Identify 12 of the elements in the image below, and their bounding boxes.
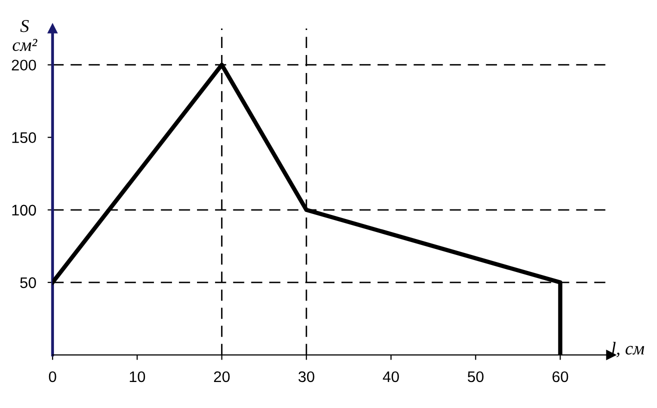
- x-tick-label: 40: [382, 371, 399, 382]
- y-tick-label: 100: [12, 204, 36, 216]
- y-axis-title: S см²: [12, 20, 38, 52]
- x-tick-label: 20: [214, 371, 230, 382]
- y-tick-label: 200: [12, 60, 36, 71]
- x-tick-label: 60: [552, 371, 568, 382]
- y-tick-label: 50: [20, 277, 36, 288]
- x-tick-label: 30: [298, 371, 314, 382]
- x-tick-label: 10: [130, 371, 146, 382]
- y-tick-label: 150: [12, 132, 36, 144]
- x-tick-label: 50: [468, 371, 484, 382]
- x-tick-label: 0: [48, 371, 56, 382]
